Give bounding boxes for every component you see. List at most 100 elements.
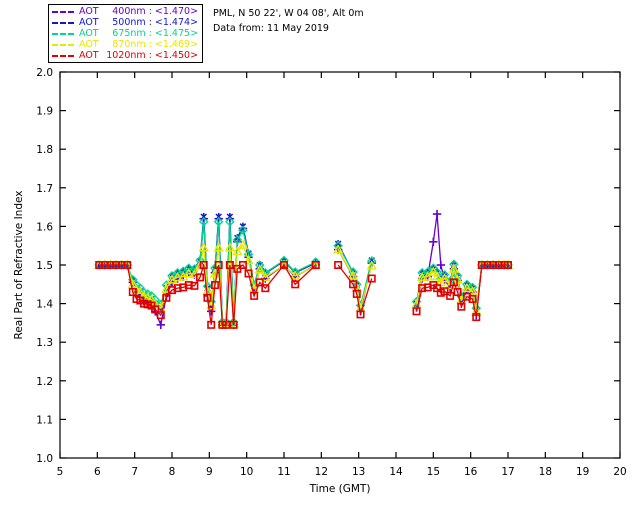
x-tick-label: 18 bbox=[539, 466, 552, 478]
legend-entry-675nm: AOT 675nm : <1.475> bbox=[52, 28, 198, 39]
legend-label-500nm: AOT 500nm : <1.474> bbox=[79, 17, 199, 28]
series-line bbox=[337, 264, 373, 315]
marker-square bbox=[203, 293, 212, 302]
marker-square bbox=[156, 311, 165, 320]
marker-triangle bbox=[198, 242, 209, 252]
marker-square bbox=[162, 293, 171, 302]
legend-label-1020nm: AOT 1020nm : <1.450> bbox=[79, 50, 199, 61]
legend-label-400nm: AOT 400nm : <1.470> bbox=[79, 6, 199, 17]
site-line: PML, N 50 22', W 04 08', Alt 0m bbox=[213, 8, 364, 19]
marker-square bbox=[311, 260, 320, 269]
marker-square bbox=[291, 280, 300, 289]
series-line bbox=[99, 243, 317, 325]
x-axis-label: Time (GMT) bbox=[309, 483, 371, 495]
x-tick-label: 10 bbox=[240, 466, 253, 478]
x-tick-label: 19 bbox=[576, 466, 589, 478]
marker-asterisk bbox=[215, 213, 222, 221]
legend-entry-1020nm: AOT 1020nm : <1.450> bbox=[52, 50, 198, 61]
x-tick-label: 8 bbox=[169, 466, 176, 478]
x-tick-label: 20 bbox=[613, 466, 626, 478]
marker-square bbox=[255, 278, 264, 287]
marker-asterisk bbox=[334, 240, 342, 248]
x-tick-label: 16 bbox=[464, 466, 478, 478]
marker-triangle bbox=[254, 264, 265, 274]
chart-header: PML, N 50 22', W 04 08', Alt 0m Data fro… bbox=[213, 6, 364, 36]
marker-asterisk bbox=[200, 213, 207, 221]
legend: AOT 400nm : <1.470> AOT 500nm : <1.474> … bbox=[48, 4, 204, 63]
marker-square bbox=[453, 288, 462, 297]
marker-triangle bbox=[213, 242, 224, 252]
x-tick-label: 17 bbox=[501, 466, 514, 478]
y-tick-label: 1.2 bbox=[36, 376, 53, 388]
marker-triangle bbox=[461, 282, 473, 293]
marker-diamond bbox=[333, 240, 343, 251]
marker-triangle bbox=[431, 271, 443, 281]
marker-square bbox=[168, 286, 177, 295]
marker-square bbox=[229, 320, 238, 329]
legend-swatch-400nm bbox=[52, 10, 74, 13]
x-tick-label: 14 bbox=[389, 466, 403, 478]
marker-triangle bbox=[243, 254, 254, 265]
marker-triangle bbox=[224, 242, 236, 252]
marker-square bbox=[446, 291, 455, 300]
legend-entry-500nm: AOT 500nm : <1.474> bbox=[52, 17, 198, 28]
y-tick-label: 1.1 bbox=[36, 414, 53, 426]
legend-swatch-675nm bbox=[52, 32, 74, 35]
series-aot-1020nm bbox=[95, 260, 512, 329]
marker-asterisk bbox=[226, 213, 234, 221]
marker-triangle bbox=[260, 271, 271, 282]
marker-square bbox=[449, 278, 458, 287]
y-tick-label: 1.4 bbox=[36, 299, 53, 311]
marker-square bbox=[367, 274, 376, 283]
marker-triangle bbox=[183, 268, 194, 278]
marker-square bbox=[412, 307, 421, 316]
legend-entry-400nm: AOT 400nm : <1.470> bbox=[52, 6, 198, 17]
marker-triangle bbox=[347, 270, 359, 280]
y-tick-label: 1.6 bbox=[36, 221, 53, 233]
marker-square bbox=[472, 313, 481, 322]
marker-square bbox=[352, 289, 361, 298]
marker-square bbox=[225, 260, 234, 269]
marker-square bbox=[100, 260, 109, 269]
marker-square bbox=[244, 269, 253, 278]
date-line: Data from: 11 May 2019 bbox=[213, 23, 329, 34]
x-tick-label: 12 bbox=[315, 466, 328, 478]
marker-triangle bbox=[444, 279, 456, 289]
marker-square bbox=[207, 320, 216, 329]
marker-square bbox=[210, 281, 219, 290]
legend-entry-870nm: AOT 870nm : <1.469> bbox=[52, 39, 198, 50]
marker-diamond bbox=[213, 216, 224, 227]
y-tick-label: 1.5 bbox=[36, 260, 53, 272]
marker-square bbox=[196, 273, 205, 282]
marker-diamond bbox=[178, 266, 188, 276]
marker-triangle bbox=[448, 263, 460, 273]
marker-triangle bbox=[467, 285, 478, 296]
marker-triangle bbox=[422, 271, 433, 281]
marker-diamond bbox=[225, 216, 235, 227]
marker-square bbox=[250, 291, 259, 300]
legend-label-870nm: AOT 870nm : <1.469> bbox=[79, 39, 199, 50]
marker-square bbox=[349, 280, 358, 289]
y-tick-label: 1.7 bbox=[36, 183, 53, 195]
y-axis-label-group: Real Part of Refractive Index bbox=[13, 191, 25, 340]
x-tick-label: 15 bbox=[427, 466, 440, 478]
y-tick-label: 1.0 bbox=[36, 453, 53, 465]
marker-triangle bbox=[228, 318, 239, 328]
marker-triangle bbox=[366, 260, 377, 270]
marker-triangle bbox=[172, 271, 183, 282]
marker-square bbox=[503, 260, 512, 269]
marker-diamond bbox=[198, 216, 209, 227]
marker-diamond bbox=[238, 225, 248, 236]
marker-square bbox=[184, 281, 193, 290]
marker-square bbox=[199, 260, 208, 269]
marker-square bbox=[151, 305, 160, 314]
marker-triangle bbox=[290, 270, 301, 280]
x-tick-label: 5 bbox=[57, 466, 64, 478]
y-axis-label: Real Part of Refractive Index bbox=[13, 191, 25, 340]
marker-diamond bbox=[366, 256, 377, 266]
legend-label-675nm: AOT 675nm : <1.475> bbox=[79, 28, 199, 39]
marker-triangle bbox=[428, 266, 439, 276]
